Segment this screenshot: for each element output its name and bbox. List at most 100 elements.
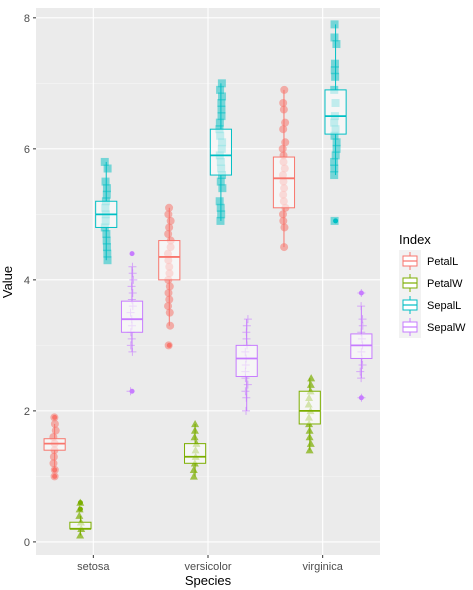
data-point — [51, 426, 60, 435]
box-layer — [43, 24, 373, 536]
data-point — [242, 406, 251, 415]
data-point — [330, 20, 339, 29]
box-PetalL-virginica — [272, 89, 296, 248]
data-point — [103, 256, 112, 265]
data-point — [330, 66, 339, 75]
box-body — [69, 521, 92, 530]
data-point — [189, 472, 198, 480]
data-point — [307, 374, 316, 382]
box-body — [184, 443, 207, 464]
data-point — [164, 302, 173, 311]
data-point — [103, 164, 112, 173]
outlier-point — [166, 342, 172, 348]
data-point — [126, 341, 135, 350]
data-point — [165, 282, 174, 291]
box-body — [324, 89, 347, 135]
data-point — [332, 138, 341, 147]
data-point — [103, 249, 112, 258]
data-point — [215, 118, 224, 127]
y-tick-label: 4 — [24, 275, 30, 287]
box-SepalL-setosa — [95, 161, 118, 261]
legend-item-sepalw: SepalW — [399, 316, 466, 338]
data-point — [330, 33, 339, 42]
box-SepalL-virginica — [324, 24, 347, 224]
data-point — [243, 380, 252, 389]
data-point — [281, 138, 290, 147]
data-point — [332, 40, 341, 49]
box-body — [209, 128, 232, 176]
data-point — [101, 177, 110, 186]
x-axis: setosa versicolor virginica — [77, 555, 344, 573]
legend-item-petalw: PetalW — [399, 272, 463, 294]
legend-label: PetalW — [427, 278, 463, 290]
y-tick-label: 6 — [24, 144, 30, 156]
y-tick-label: 8 — [24, 13, 30, 25]
data-point — [279, 216, 288, 225]
box-body — [272, 156, 296, 209]
box-PetalL-versicolor — [158, 207, 181, 348]
data-point — [218, 92, 227, 101]
data-point — [100, 157, 109, 166]
x-axis-title: Species — [185, 573, 232, 588]
box-PetalW-setosa — [69, 500, 92, 536]
data-point — [217, 112, 226, 121]
outlier-point — [333, 218, 339, 224]
y-tick-label: 0 — [24, 537, 30, 549]
data-point — [358, 361, 367, 370]
y-tick-label: 2 — [24, 406, 30, 418]
data-point — [330, 59, 339, 68]
legend-title: Index — [399, 232, 431, 247]
data-point — [191, 419, 200, 428]
outlier-point — [77, 506, 83, 512]
box-PetalL-setosa — [43, 414, 66, 479]
box-body — [158, 240, 181, 281]
legend-label: SepalL — [427, 300, 461, 312]
box-SepalL-versicolor — [209, 83, 232, 221]
box-SepalW-virginica — [350, 290, 373, 401]
outlier-point — [52, 467, 58, 473]
data-point — [330, 171, 339, 180]
y-axis-title: Value — [0, 266, 15, 298]
data-point — [280, 223, 289, 232]
legend-item-sepall: SepalL — [399, 294, 461, 316]
data-point — [216, 85, 225, 94]
box-SepalW-versicolor — [235, 319, 258, 411]
box-PetalW-versicolor — [184, 423, 207, 477]
box-body — [298, 390, 321, 425]
legend-label: PetalL — [427, 256, 458, 268]
data-point — [330, 164, 339, 173]
data-point — [278, 210, 287, 219]
data-point — [215, 197, 224, 206]
data-point — [49, 459, 58, 468]
box-PetalW-virginica — [298, 378, 321, 451]
legend: Index PetalL PetalW SepalL SepalW — [399, 232, 466, 338]
data-point — [278, 144, 287, 153]
data-point — [330, 157, 339, 166]
data-point — [102, 190, 111, 199]
outlier-point — [129, 388, 135, 394]
x-tick-label: virginica — [302, 561, 343, 573]
legend-item-petall: PetalL — [399, 250, 458, 272]
data-point — [306, 439, 315, 447]
data-point — [241, 387, 250, 396]
data-point — [281, 118, 290, 127]
data-point — [279, 98, 288, 107]
x-tick-label: setosa — [77, 561, 110, 573]
data-point — [217, 105, 226, 114]
data-point — [218, 184, 227, 193]
data-point — [75, 511, 84, 519]
data-point — [102, 243, 111, 252]
outlier-point — [358, 395, 364, 401]
data-point — [306, 380, 315, 388]
data-point — [358, 315, 367, 324]
data-point — [102, 184, 111, 193]
y-axis: 0 2 4 6 8 — [24, 13, 36, 549]
x-tick-label: versicolor — [184, 561, 231, 573]
data-point — [164, 210, 173, 219]
data-point — [190, 433, 199, 441]
data-point — [217, 79, 226, 88]
legend-label: SepalW — [427, 322, 466, 334]
outlier-point — [77, 500, 83, 506]
outlier-point — [52, 473, 58, 479]
